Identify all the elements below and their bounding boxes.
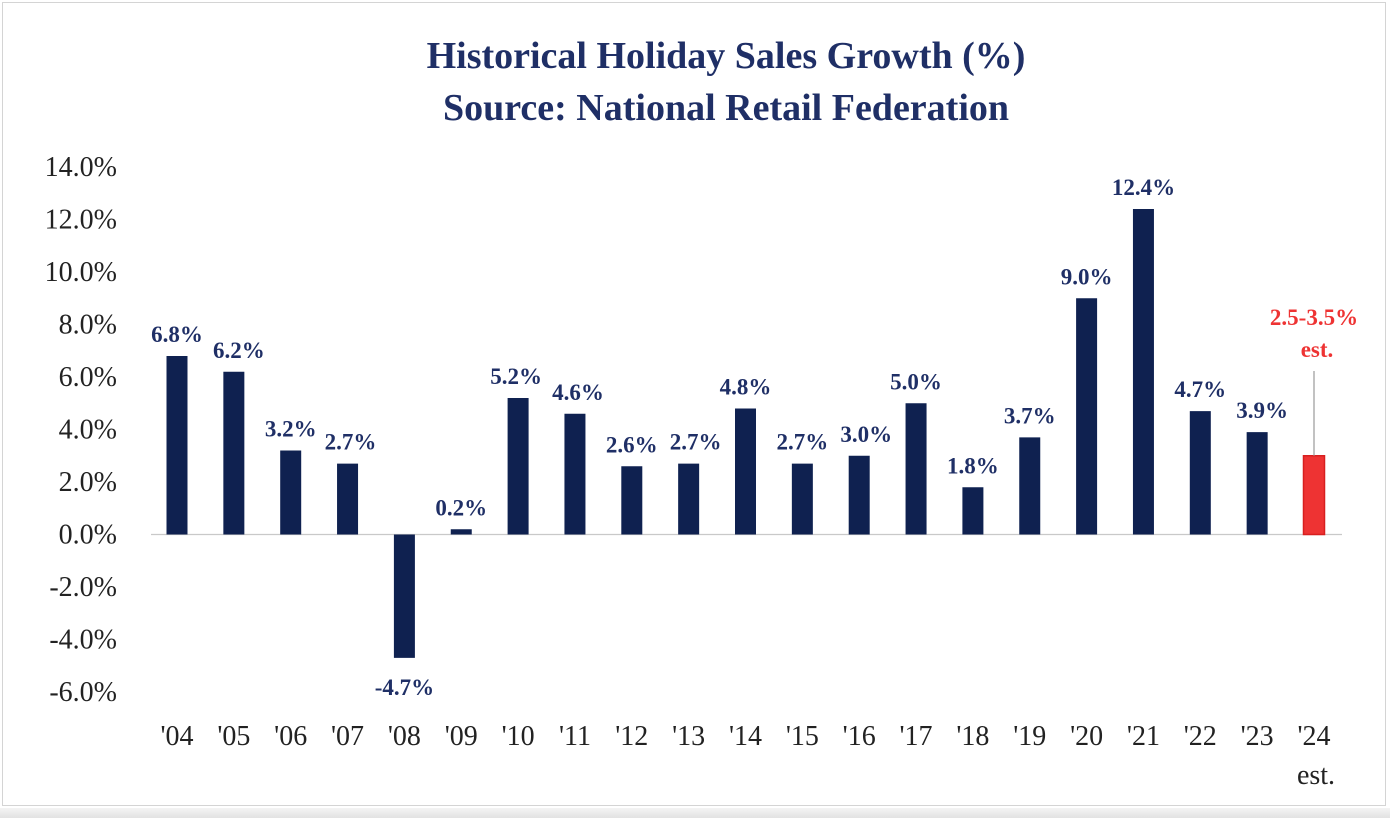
data-label: 2.7% <box>776 430 828 455</box>
x-tick-label: '04 <box>160 721 193 752</box>
x-tick-label: '20 <box>1070 721 1103 752</box>
data-label: 4.8% <box>720 375 772 400</box>
bar <box>1246 432 1268 535</box>
y-tick-label: -2.0% <box>49 572 117 603</box>
bar <box>678 463 700 535</box>
data-label: 2.6% <box>606 432 658 457</box>
data-label: 4.6% <box>552 380 604 405</box>
bar <box>621 466 643 535</box>
y-tick-label: 6.0% <box>59 362 117 393</box>
x-tick-label: '06 <box>274 721 307 752</box>
data-label-suffix: est. <box>1301 337 1334 362</box>
bar <box>450 529 472 535</box>
x-tick-label: '10 <box>502 721 535 752</box>
bar <box>166 356 188 535</box>
bar <box>905 403 927 535</box>
data-label: 3.0% <box>840 422 892 447</box>
y-tick-label: 10.0% <box>45 257 117 288</box>
x-tick-label: '18 <box>956 721 989 752</box>
data-label: 5.2% <box>490 364 542 389</box>
x-tick-label: '22 <box>1184 721 1217 752</box>
chart-title: Historical Holiday Sales Growth (%) Sour… <box>0 30 1390 134</box>
data-labels: 6.8% 6.2% 3.2% 2.7% -4.7% 0.2% 5.2% 4.6% 2.6% 2.7… <box>151 175 1358 700</box>
x-tick-label: '13 <box>672 721 705 752</box>
x-tick-label: '16 <box>843 721 876 752</box>
y-tick-label: -6.0% <box>49 677 117 708</box>
bar <box>735 408 756 535</box>
x-tick-label: '17 <box>900 721 933 752</box>
bar <box>337 463 359 535</box>
y-tick-label: 8.0% <box>59 310 117 341</box>
x-tick-label: '11 <box>559 721 591 752</box>
x-tick-label: '14 <box>729 721 762 752</box>
data-label: 9.0% <box>1061 264 1113 289</box>
x-tick-label: '21 <box>1127 721 1160 752</box>
data-label: 1.8% <box>947 453 999 478</box>
data-label: 3.9% <box>1236 398 1288 423</box>
data-label: 4.7% <box>1174 377 1226 402</box>
data-label: -4.7% <box>375 675 434 700</box>
x-tick-label: '09 <box>445 721 478 752</box>
bar <box>962 487 984 535</box>
bar <box>393 534 415 658</box>
x-tick-label: '05 <box>217 721 250 752</box>
x-tick-label: '12 <box>615 721 648 752</box>
bar <box>791 463 813 535</box>
estimate-bar <box>1302 455 1326 536</box>
bar <box>1189 411 1211 535</box>
bar <box>507 398 529 535</box>
bar <box>564 413 586 535</box>
y-tick-label: 0.0% <box>59 520 117 551</box>
x-tick-label: '15 <box>786 721 819 752</box>
data-label: 6.2% <box>213 338 265 363</box>
bar <box>280 450 302 535</box>
x-tick-label: '07 <box>331 721 364 752</box>
bar <box>1076 298 1098 535</box>
x-tick-label: '23 <box>1241 721 1274 752</box>
y-tick-label: 4.0% <box>59 415 117 446</box>
data-label: 3.2% <box>265 417 317 442</box>
data-label: 6.8% <box>151 322 203 347</box>
data-label: 2.7% <box>670 430 722 455</box>
bottom-strip <box>0 808 1390 818</box>
bar <box>848 455 870 535</box>
y-tick-label: 14.0% <box>45 152 117 183</box>
x-axis: '04 '05 '06 '07 '08 '09 '10 '11 '12 '13 '14 '15 '16 '… <box>160 721 1335 791</box>
y-tick-label: 12.0% <box>45 205 117 236</box>
x-tick-label: '24 <box>1297 721 1330 752</box>
bar <box>1132 209 1154 535</box>
data-label: 2.5-3.5% <box>1270 305 1358 330</box>
bar <box>223 371 245 535</box>
y-axis: 14.0% 12.0% 10.0% 8.0% 6.0% 4.0% 2.0% 0.0% -2.0%… <box>45 152 1342 708</box>
y-tick-label: 2.0% <box>59 467 117 498</box>
data-label: 0.2% <box>435 495 487 520</box>
chart-subtitle-line: Source: National Retail Federation <box>442 87 1010 129</box>
bar <box>1019 437 1041 535</box>
x-tick-label: '08 <box>388 721 421 752</box>
data-label: 5.0% <box>890 369 942 394</box>
bars <box>166 209 1326 658</box>
data-label: 3.7% <box>1004 403 1056 428</box>
x-tick-label-suffix: est. <box>1297 760 1335 791</box>
data-label: 2.7% <box>325 430 377 455</box>
data-label: 12.4% <box>1112 175 1175 200</box>
x-tick-label: '19 <box>1013 721 1046 752</box>
y-tick-label: -4.0% <box>49 625 117 656</box>
chart-title-line: Historical Holiday Sales Growth (%) <box>426 35 1026 77</box>
